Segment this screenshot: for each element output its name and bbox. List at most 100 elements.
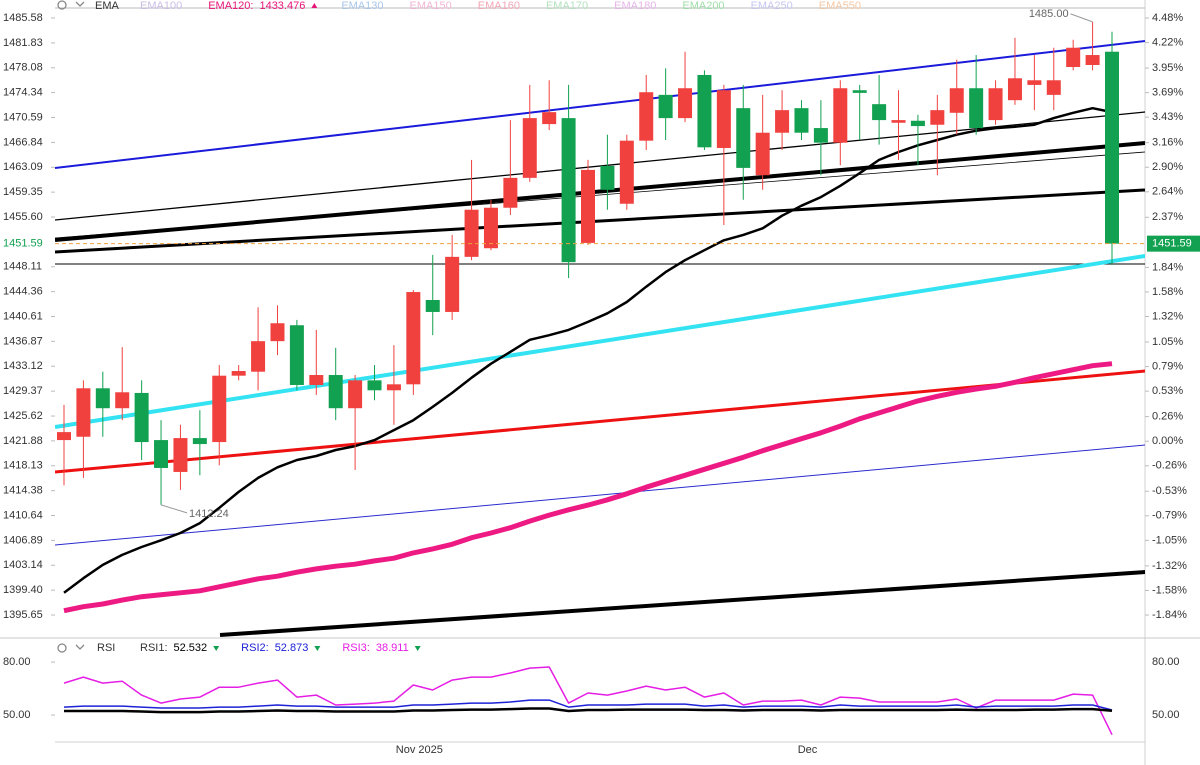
y2-tick-label: 2.37% (1152, 211, 1183, 223)
y2-tick-label: -0.53% (1152, 485, 1187, 497)
rsi-legend-value: 52.873 (275, 642, 309, 654)
candle-body (445, 256, 460, 312)
rsi-tick-label: 50.00 (1152, 709, 1180, 721)
y-tick-label: 1406.89 (3, 534, 43, 546)
candle-body (57, 432, 71, 441)
candle-body (503, 177, 518, 208)
legend-label: EMA550 (819, 0, 861, 12)
y2-tick-label: 2.64% (1152, 186, 1183, 198)
settings-icon[interactable] (57, 0, 67, 10)
trend-line (219, 570, 1145, 637)
y2-tick-label: 4.22% (1152, 36, 1183, 48)
y-tick-label: 1485.58 (3, 12, 43, 24)
trend-line (55, 444, 1145, 546)
y-tick-label: 1470.59 (3, 111, 43, 123)
candle-body (348, 380, 363, 409)
trend-line (55, 40, 1145, 169)
candle-body (542, 112, 557, 125)
indicator-title: EMA (95, 0, 120, 12)
legend-arrow (311, 3, 318, 8)
candle-body (930, 110, 945, 125)
rsi-plot (63, 666, 1113, 736)
candle-body (1007, 78, 1022, 101)
legend-label: EMA130 (341, 0, 383, 12)
settings-icon[interactable] (57, 643, 67, 653)
candle-body (464, 209, 479, 257)
candle-body (522, 118, 537, 178)
y-tick-label: 1444.36 (3, 286, 43, 298)
candle-body (833, 88, 848, 143)
y2-tick-label: 4.48% (1152, 12, 1183, 24)
rsi-tick-label: 80.00 (1152, 656, 1180, 668)
y-tick-label: 1466.84 (3, 136, 43, 148)
y2-tick-label: 3.95% (1152, 62, 1183, 74)
legend: EMA100 EMA120: 1433.476 EMA130 EMA150 EMA160 E… (140, 0, 861, 12)
candle-body (386, 384, 401, 391)
min-label: 1412.24 (189, 508, 229, 520)
price-label: 1451.59 (3, 238, 43, 250)
candle-body (639, 92, 654, 141)
collapse-icon[interactable] (75, 1, 85, 7)
axes: 1485.58 1481.83 1478.08 1474.34 1470.59 1466.… (0, 12, 1200, 756)
y2-tick-label: -1.84% (1152, 609, 1187, 621)
candle-body (969, 88, 984, 129)
candle-body (251, 341, 266, 372)
y2-tick-label: 0.79% (1152, 360, 1183, 372)
rsi-legend-arrow (213, 646, 220, 651)
collapse-icon[interactable] (75, 644, 85, 650)
y-tick-label: 1455.60 (3, 211, 43, 223)
candle-body (134, 392, 149, 443)
candle-body (309, 375, 324, 385)
main-header[interactable]: EMA (57, 0, 120, 12)
ema-line (63, 361, 1113, 614)
rsi-header[interactable]: RSI (57, 642, 115, 654)
y2-tick-label: -0.26% (1152, 460, 1187, 472)
candle-body (231, 371, 246, 376)
candle-body (115, 392, 130, 409)
rsi-legend-name: RSI3: (342, 642, 370, 654)
candle-body (813, 128, 828, 143)
candle-body (367, 380, 382, 391)
candle-body (76, 388, 91, 437)
candle-body (95, 388, 110, 409)
candle-body (775, 110, 790, 133)
legend-label: EMA150 (410, 0, 452, 12)
candle-body (483, 207, 498, 249)
candle-body (561, 118, 576, 263)
legend-label: EMA160 (478, 0, 520, 12)
candle-body (425, 300, 440, 312)
legend-label: EMA250 (751, 0, 793, 12)
drawings (55, 40, 1145, 637)
y2-tick-label: -1.05% (1152, 534, 1187, 546)
y2-tick-label: 3.16% (1152, 137, 1183, 149)
candle-body (173, 438, 188, 472)
y2-tick-label: 1.32% (1152, 310, 1183, 322)
y2-tick-label: 0.00% (1152, 435, 1183, 447)
candle-body (212, 375, 227, 443)
y-tick-label: 1433.12 (3, 360, 43, 372)
trend-line (55, 151, 1145, 239)
y-tick-label: 1436.87 (3, 335, 43, 347)
legend-label: EMA100 (140, 0, 182, 12)
y-tick-label: 1440.61 (3, 310, 43, 322)
candle-body (949, 88, 964, 113)
candle-body (891, 120, 906, 123)
rsi-legend-arrow (414, 646, 421, 651)
y-tick-label: 1421.88 (3, 435, 43, 447)
candle-body (872, 104, 887, 121)
max-label: 1485.00 (1029, 8, 1069, 20)
y2-tick-label: -1.32% (1152, 560, 1187, 572)
price-box (0, 235, 52, 252)
y-tick-label: 1429.37 (3, 385, 43, 397)
legend-value: 1433.476 (259, 0, 305, 12)
candle-body (270, 323, 285, 342)
max-connector (1070, 13, 1093, 23)
y2-tick-label: 2.90% (1152, 161, 1183, 173)
y2-tick-label: 3.69% (1152, 87, 1183, 99)
legend-label: EMA170 (546, 0, 588, 12)
candle-body (678, 88, 693, 119)
y-tick-label: 1418.13 (3, 460, 43, 472)
y2-tick-label: 1.05% (1152, 336, 1183, 348)
x-tick-label: Nov 2025 (396, 744, 443, 756)
rsi-tick-label: 50.00 (3, 709, 31, 721)
